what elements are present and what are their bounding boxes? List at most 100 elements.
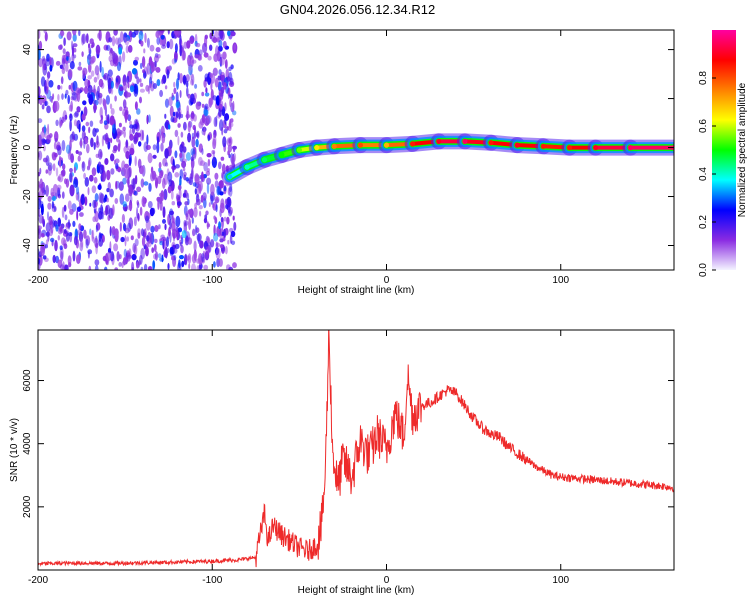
noise-blob (172, 165, 175, 173)
noise-blob (94, 208, 96, 214)
noise-blob (169, 105, 174, 118)
noise-blob (146, 114, 149, 125)
noise-blob (121, 261, 124, 269)
noise-blob (195, 227, 200, 234)
noise-blob (57, 227, 63, 235)
noise-blob (177, 123, 181, 128)
noise-blob (117, 131, 121, 136)
noise-blob (221, 126, 224, 136)
noise-blob (183, 219, 187, 227)
noise-blob (87, 75, 92, 80)
noise-blob (223, 216, 227, 222)
noise-blob (145, 242, 149, 248)
noise-blob (98, 78, 104, 88)
noise-blob (41, 104, 45, 110)
noise-blob (57, 235, 60, 241)
noise-blob (159, 192, 164, 198)
noise-blob (38, 150, 43, 161)
ridge-point (627, 145, 634, 151)
noise-blob (188, 263, 191, 270)
noise-blob (110, 80, 114, 89)
noise-blob (139, 96, 142, 104)
noise-blob (190, 110, 195, 120)
noise-blob (169, 246, 174, 255)
noise-blob (94, 193, 99, 202)
noise-blob (198, 121, 204, 129)
noise-blob (92, 199, 97, 209)
noise-blob (196, 101, 199, 107)
noise-blob (138, 30, 144, 41)
noise-blob (81, 125, 86, 132)
noise-blob (220, 86, 225, 95)
noise-blob (218, 30, 224, 40)
noise-blob (100, 114, 104, 121)
noise-blob (89, 174, 94, 182)
noise-blob (180, 235, 183, 239)
noise-blob (61, 191, 65, 199)
noise-blob (189, 55, 194, 68)
noise-blob (191, 73, 195, 86)
noise-blob (211, 150, 216, 155)
noise-blob (46, 105, 51, 114)
noise-blob (81, 130, 86, 141)
noise-blob (192, 182, 197, 187)
noise-blob (128, 184, 133, 197)
noise-blob (73, 119, 78, 127)
noise-blob (206, 153, 212, 158)
noise-blob (201, 171, 204, 182)
noise-blob (61, 58, 65, 70)
noise-blob (95, 224, 98, 233)
noise-blob (81, 51, 84, 57)
ridge-point (314, 145, 320, 151)
noise-blob (56, 184, 62, 191)
ridge-point (227, 174, 233, 180)
noise-blob (175, 164, 180, 169)
noise-blob (137, 158, 142, 169)
noise-blob (68, 104, 73, 112)
noise-blob (164, 223, 167, 231)
noise-blob (230, 154, 235, 166)
noise-blob (147, 152, 153, 164)
noise-blob (71, 131, 75, 140)
noise-blob (84, 196, 88, 206)
noise-blob (124, 207, 128, 212)
noise-blob (141, 196, 146, 207)
noise-blob (207, 134, 211, 142)
noise-blob (218, 221, 222, 230)
noise-blob (158, 224, 161, 230)
noise-blob (146, 235, 150, 242)
noise-blob (134, 101, 138, 111)
noise-blob (162, 219, 166, 224)
noise-blob (159, 170, 164, 179)
noise-blob (205, 87, 208, 94)
noise-blob (54, 100, 60, 112)
noise-blob (97, 32, 101, 39)
noise-blob (64, 264, 69, 270)
noise-blob (88, 43, 91, 48)
noise-blob (199, 160, 206, 167)
noise-blob (124, 224, 127, 232)
noise-blob (71, 40, 74, 51)
noise-blob (175, 111, 179, 119)
noise-blob (213, 232, 219, 242)
noise-blob (202, 192, 207, 201)
noise-blob (90, 137, 94, 148)
noise-blob (155, 177, 158, 189)
noise-blob (89, 94, 93, 100)
noise-blob (115, 180, 118, 190)
noise-blob (179, 90, 182, 98)
ridge-point (296, 147, 302, 153)
spectrogram-y-label: Frequency (Hz) (9, 116, 20, 185)
noise-blob (219, 244, 224, 249)
noise-blob (204, 92, 210, 97)
snr-y-tick-label: 4000 (22, 432, 33, 455)
noise-blob (42, 157, 48, 163)
snr-x-tick-label: 100 (552, 575, 569, 586)
noise-blob (65, 232, 70, 242)
noise-blob (167, 186, 172, 194)
noise-blob (164, 85, 168, 90)
noise-blob (137, 201, 140, 208)
noise-blob (49, 64, 53, 72)
noise-blob (208, 97, 214, 106)
